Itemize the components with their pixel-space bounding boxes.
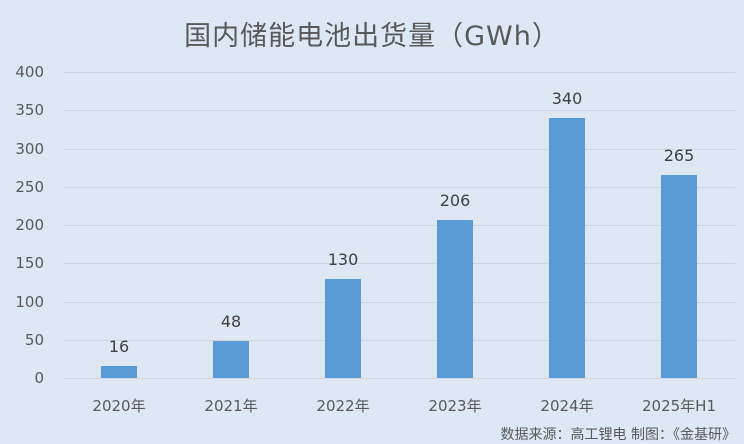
y-tick-label: 0 bbox=[34, 369, 44, 387]
bar bbox=[549, 118, 585, 378]
data-label: 130 bbox=[327, 250, 359, 269]
x-tick-label: 2023年 bbox=[428, 397, 482, 415]
x-tick-label: 2022年 bbox=[316, 397, 370, 415]
y-tick-label: 250 bbox=[15, 178, 44, 196]
gridline bbox=[63, 149, 735, 150]
bar bbox=[325, 279, 361, 378]
y-tick-label: 50 bbox=[24, 331, 44, 349]
bar bbox=[101, 366, 137, 378]
bar bbox=[661, 175, 697, 378]
y-tick-label: 300 bbox=[15, 140, 44, 158]
y-tick-label: 400 bbox=[15, 63, 44, 81]
x-tick-label: 2024年 bbox=[540, 397, 594, 415]
x-tick-label: 2021年 bbox=[204, 397, 258, 415]
y-tick-label: 150 bbox=[15, 254, 44, 272]
data-label: 206 bbox=[439, 191, 471, 210]
gridline bbox=[63, 110, 735, 111]
bar bbox=[213, 341, 249, 378]
x-tick-label: 2020年 bbox=[92, 397, 146, 415]
data-label: 265 bbox=[663, 146, 695, 165]
gridline bbox=[63, 72, 735, 73]
y-tick-label: 100 bbox=[15, 293, 44, 311]
x-tick-label: 2025年H1 bbox=[642, 397, 716, 415]
chart-title: 国内储能电池出货量（GWh） bbox=[184, 21, 560, 52]
source-note: 数据来源：高工锂电 制图：《金基研》 bbox=[500, 427, 736, 443]
gridline bbox=[63, 225, 735, 226]
bar bbox=[437, 220, 473, 378]
y-tick-label: 200 bbox=[15, 216, 44, 234]
gridline bbox=[63, 302, 735, 303]
gridline bbox=[63, 187, 735, 188]
data-label: 48 bbox=[220, 312, 242, 331]
gridline bbox=[63, 340, 735, 341]
gridline bbox=[63, 263, 735, 264]
y-tick-label: 350 bbox=[15, 101, 44, 119]
data-label: 340 bbox=[551, 89, 583, 108]
gridline bbox=[63, 378, 735, 379]
data-label: 16 bbox=[108, 337, 130, 356]
